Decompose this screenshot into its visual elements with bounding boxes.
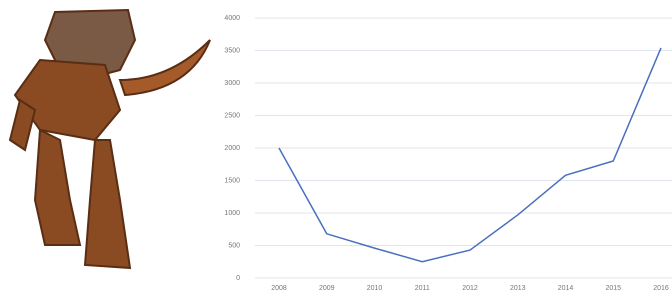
y-tick-label: 1000 bbox=[224, 210, 240, 217]
x-tick-label: 2016 bbox=[653, 285, 669, 292]
line-series bbox=[279, 48, 661, 262]
y-tick-label: 2500 bbox=[224, 112, 240, 119]
y-tick-label: 1500 bbox=[224, 177, 240, 184]
x-tick-label: 2013 bbox=[510, 285, 526, 292]
x-tick-label: 2010 bbox=[367, 285, 383, 292]
x-tick-label: 2008 bbox=[271, 285, 287, 292]
y-tick-label: 3000 bbox=[224, 80, 240, 87]
x-tick-label: 2015 bbox=[605, 285, 621, 292]
page: 0 500 1000 1500 2000 2500 3000 3500 4000 2008 2009… bbox=[0, 0, 672, 298]
x-tick-label: 2012 bbox=[462, 285, 478, 292]
x-tick-label: 2009 bbox=[319, 285, 335, 292]
mammoth-photo bbox=[10, 10, 210, 268]
x-tick-label: 2014 bbox=[558, 285, 574, 292]
y-tick-label: 3500 bbox=[224, 47, 240, 54]
y-tick-label: 2000 bbox=[224, 145, 240, 152]
y-tick-label: 4000 bbox=[224, 15, 240, 22]
y-tick-label: 0 bbox=[236, 275, 240, 282]
y-tick-label: 500 bbox=[228, 242, 240, 249]
x-tick-label: 2011 bbox=[415, 285, 430, 292]
